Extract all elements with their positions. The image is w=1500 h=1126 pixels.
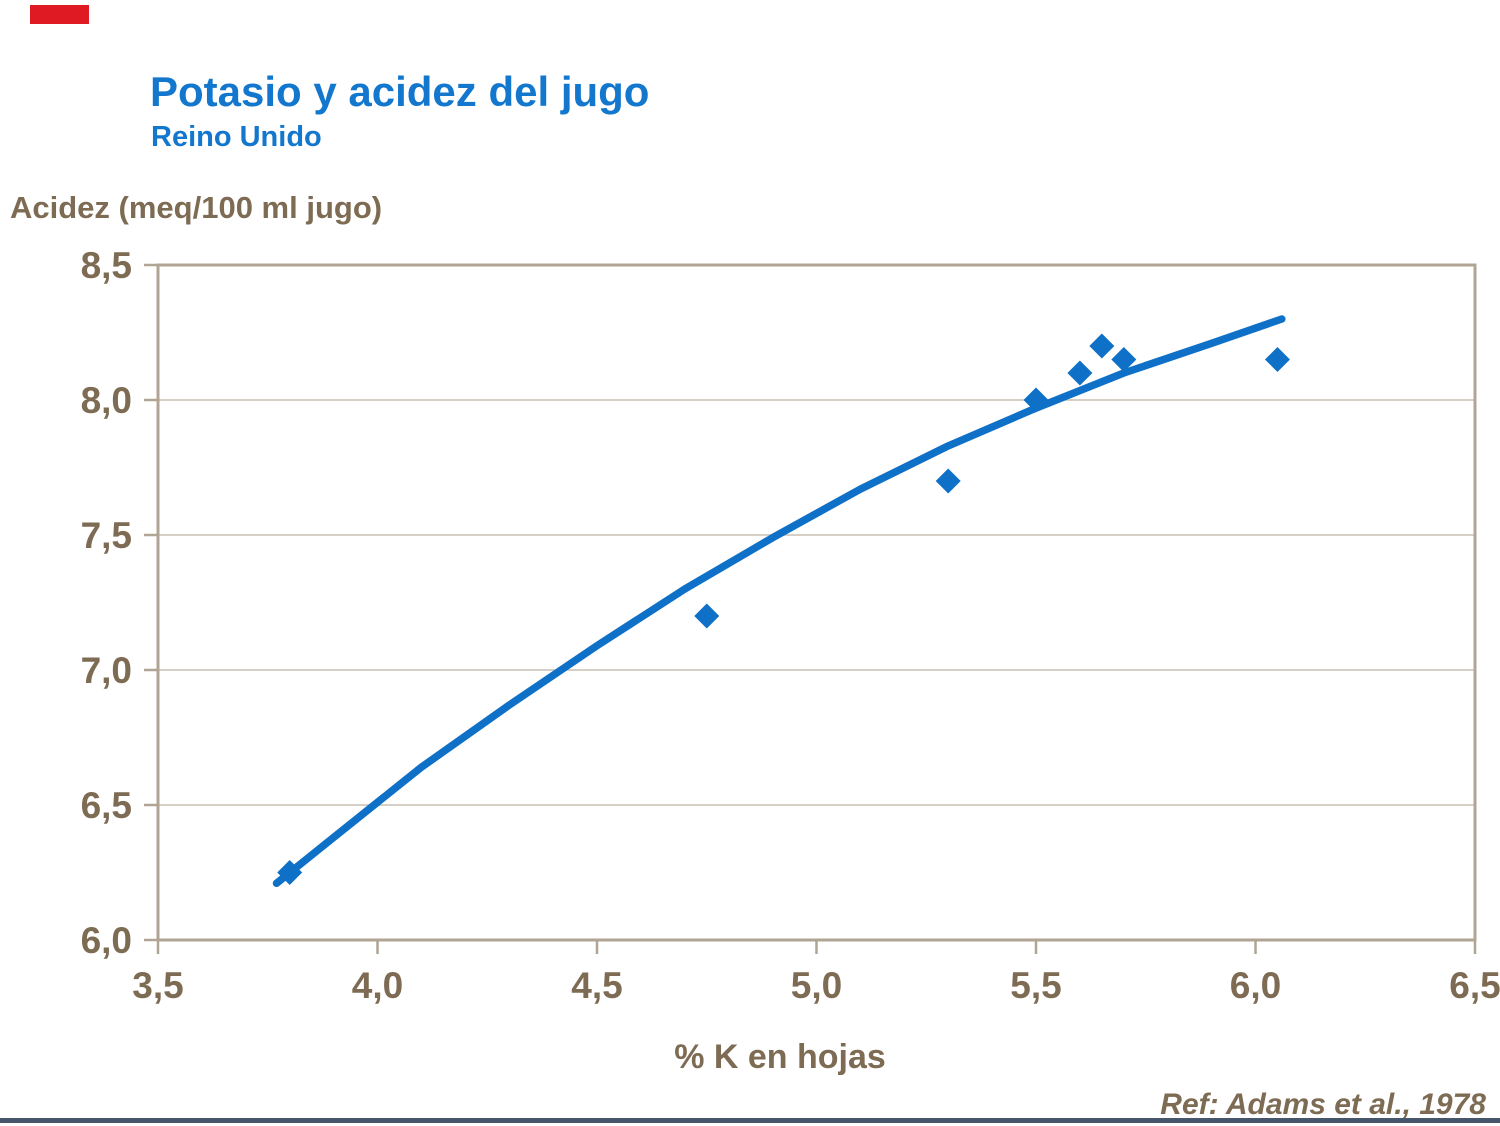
x-tick-label: 4,0 (352, 965, 403, 1006)
reference-citation: Ref: Adams et al., 1978 (1160, 1088, 1486, 1121)
x-tick-label: 6,5 (1449, 965, 1500, 1006)
plot-frame (156, 263, 1477, 942)
x-axis-title: % K en hojas (674, 1038, 886, 1076)
x-tick-label: 3,5 (132, 965, 183, 1006)
y-tick-label: 6,5 (81, 785, 132, 826)
bottom-rule (0, 1118, 1500, 1123)
chart-subtitle: Reino Unido (151, 121, 322, 153)
x-tick-label: 5,0 (791, 965, 842, 1006)
y-tick-label: 7,0 (81, 650, 132, 691)
data-point-marker (1264, 347, 1290, 372)
y-axis-title: Acidez (meq/100 ml jugo) (10, 190, 383, 225)
data-point-marker (277, 860, 303, 885)
y-tick-label: 6,0 (81, 920, 132, 961)
y-tick-label: 7,5 (81, 515, 132, 556)
x-tick-label: 5,5 (1010, 965, 1061, 1006)
x-tick-label: 6,0 (1230, 965, 1281, 1006)
data-point-marker (1067, 360, 1093, 386)
chart-title: Potasio y acidez del jugo (150, 68, 650, 115)
data-point-marker (935, 468, 961, 494)
trend-line (272, 315, 1286, 888)
y-tick-label: 8,5 (81, 245, 132, 286)
data-point-marker (1111, 347, 1137, 372)
x-tick-label: 4,5 (571, 965, 622, 1006)
red-accent-bar (30, 5, 89, 24)
data-point-marker (1089, 333, 1115, 359)
data-point-marker (694, 603, 720, 629)
data-point-marker (1023, 387, 1049, 413)
y-tick-label: 8,0 (81, 380, 132, 421)
